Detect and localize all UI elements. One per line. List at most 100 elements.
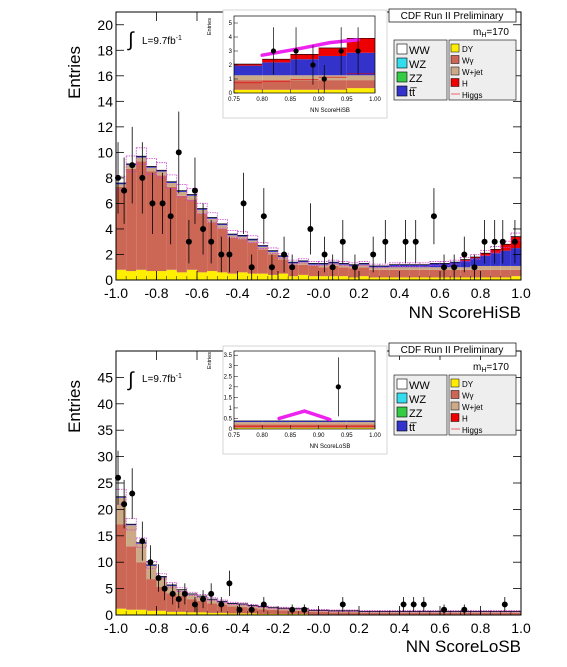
inset-x-tick-label: 0.80 — [256, 433, 268, 439]
inset-stack-bin-higgs — [262, 59, 291, 63]
stack-bin-other — [470, 258, 481, 266]
y-tick-label: 10 — [97, 554, 113, 570]
stack-bin-wjet — [338, 264, 349, 268]
stack-bin-dy — [348, 277, 359, 280]
legend-label: H — [462, 80, 468, 89]
stack-bin-other — [389, 264, 400, 268]
legend-label: W+jet — [462, 403, 483, 412]
stack-bin-wg — [116, 524, 127, 609]
stack-bin-dy — [278, 613, 289, 615]
stack-bin-wjet — [399, 611, 410, 613]
y-tick-label: 12 — [97, 119, 113, 135]
stack-bin-wjet — [429, 267, 440, 270]
stack-bin-dy — [237, 272, 248, 280]
inset-stack-bin-other — [290, 420, 319, 423]
stack-bin-wg — [278, 610, 289, 614]
losb-inset-xlabel: NN ScoreLoSB — [310, 444, 351, 450]
stack-bin-wg — [116, 186, 127, 270]
stack-bin-wg — [186, 599, 197, 613]
data-point — [301, 606, 308, 613]
stack-bin-wjet — [490, 265, 501, 270]
stack-bin-other — [429, 263, 440, 268]
inset-y-tick-label: 3 — [229, 364, 233, 370]
inset-stack-bin-other — [346, 52, 375, 76]
legend-swatch — [450, 55, 460, 64]
stack-bin-dy — [146, 610, 157, 615]
hisb-inset-ylabel: Entries — [207, 18, 213, 35]
losb-legend: WW WZ ZZ tt̅ DY Wγ W+jet H Higgs — [393, 374, 517, 436]
stack-bin-other — [136, 156, 147, 158]
stack-bin-dy — [116, 608, 127, 615]
inset-data-point — [293, 48, 299, 54]
inset-stack-bin-wjet — [318, 75, 347, 81]
legend-label: ZZ — [409, 73, 423, 85]
stack-bin-wg — [156, 175, 167, 272]
inset-x-tick-label: 0.90 — [313, 97, 325, 103]
stack-bin-higgs — [460, 259, 471, 261]
stack-bin-other — [116, 496, 127, 498]
stack-bin-wg — [419, 269, 430, 278]
stack-bin-other — [267, 250, 278, 252]
stack-bin-dy — [419, 277, 430, 280]
data-point — [461, 606, 468, 613]
stack-bin-wg — [217, 228, 228, 273]
stack-bin-dy — [278, 273, 289, 280]
stack-bin-dy — [146, 271, 157, 280]
stack-bin-other — [308, 263, 319, 265]
inset-stack-bin-wjet — [234, 75, 263, 81]
stack-bin-wg — [490, 269, 501, 278]
data-point — [200, 596, 207, 603]
inset-stack-bin-other — [290, 59, 319, 76]
inset-data-point — [321, 76, 327, 82]
stack-bin-wjet — [419, 267, 430, 270]
inset-stack-bin-wg — [234, 80, 263, 90]
stack-bin-other — [298, 260, 309, 263]
stack-bin-wjet — [166, 183, 177, 187]
legend-swatch — [396, 392, 408, 404]
stack-bin-dy — [257, 613, 268, 615]
data-point — [115, 474, 122, 481]
data-point — [260, 601, 267, 608]
stack-bin-wjet — [227, 603, 238, 607]
stack-bin-wg — [257, 249, 268, 274]
inset-stack-bin-other — [234, 420, 263, 423]
stack-bin-wjet — [308, 610, 319, 612]
data-point — [208, 238, 215, 245]
inset-y-tick-label: 5 — [229, 21, 233, 27]
legend-label: WW — [409, 380, 430, 392]
x-tick-label: -0.8 — [144, 285, 168, 301]
stack-bin-other — [328, 262, 339, 264]
losb-xlabel: NN ScoreLoSB — [406, 637, 521, 656]
stack-bin-other — [126, 524, 137, 526]
stack-bin-wg — [510, 612, 521, 615]
inset-x-tick-label: 0.85 — [285, 97, 297, 103]
inset-x-tick-label: 0.80 — [256, 97, 268, 103]
hisb-data-points — [115, 111, 518, 280]
stack-bin-wjet — [419, 611, 430, 613]
y-tick-label: 14 — [97, 93, 113, 109]
stack-bin-other — [257, 245, 268, 247]
stack-bin-wjet — [490, 611, 501, 613]
legend-label: DY — [462, 45, 474, 54]
data-point — [121, 187, 128, 194]
stack-bin-dy — [156, 610, 167, 615]
y-tick-label: 6 — [105, 195, 113, 211]
inset-stack-bin-wjet — [346, 75, 375, 81]
hisb-inset-y-ticks: 0 1 2 3 4 5 — [229, 21, 238, 97]
inset-stack-bin-wjet — [234, 422, 263, 425]
stack-bin-wjet — [460, 267, 471, 270]
data-point — [218, 251, 225, 258]
stack-bin-wjet — [227, 235, 238, 238]
inset-data-point — [310, 62, 316, 68]
stack-bin-wjet — [318, 264, 329, 268]
legend-label: Higgs — [462, 426, 482, 435]
inset-y-tick-label: 0 — [229, 91, 233, 97]
data-point — [481, 238, 488, 245]
data-point — [139, 538, 146, 545]
stack-bin-dy — [510, 276, 521, 280]
stack-bin-wg — [166, 186, 177, 270]
inset-x-tick-label: 0.75 — [228, 97, 240, 103]
